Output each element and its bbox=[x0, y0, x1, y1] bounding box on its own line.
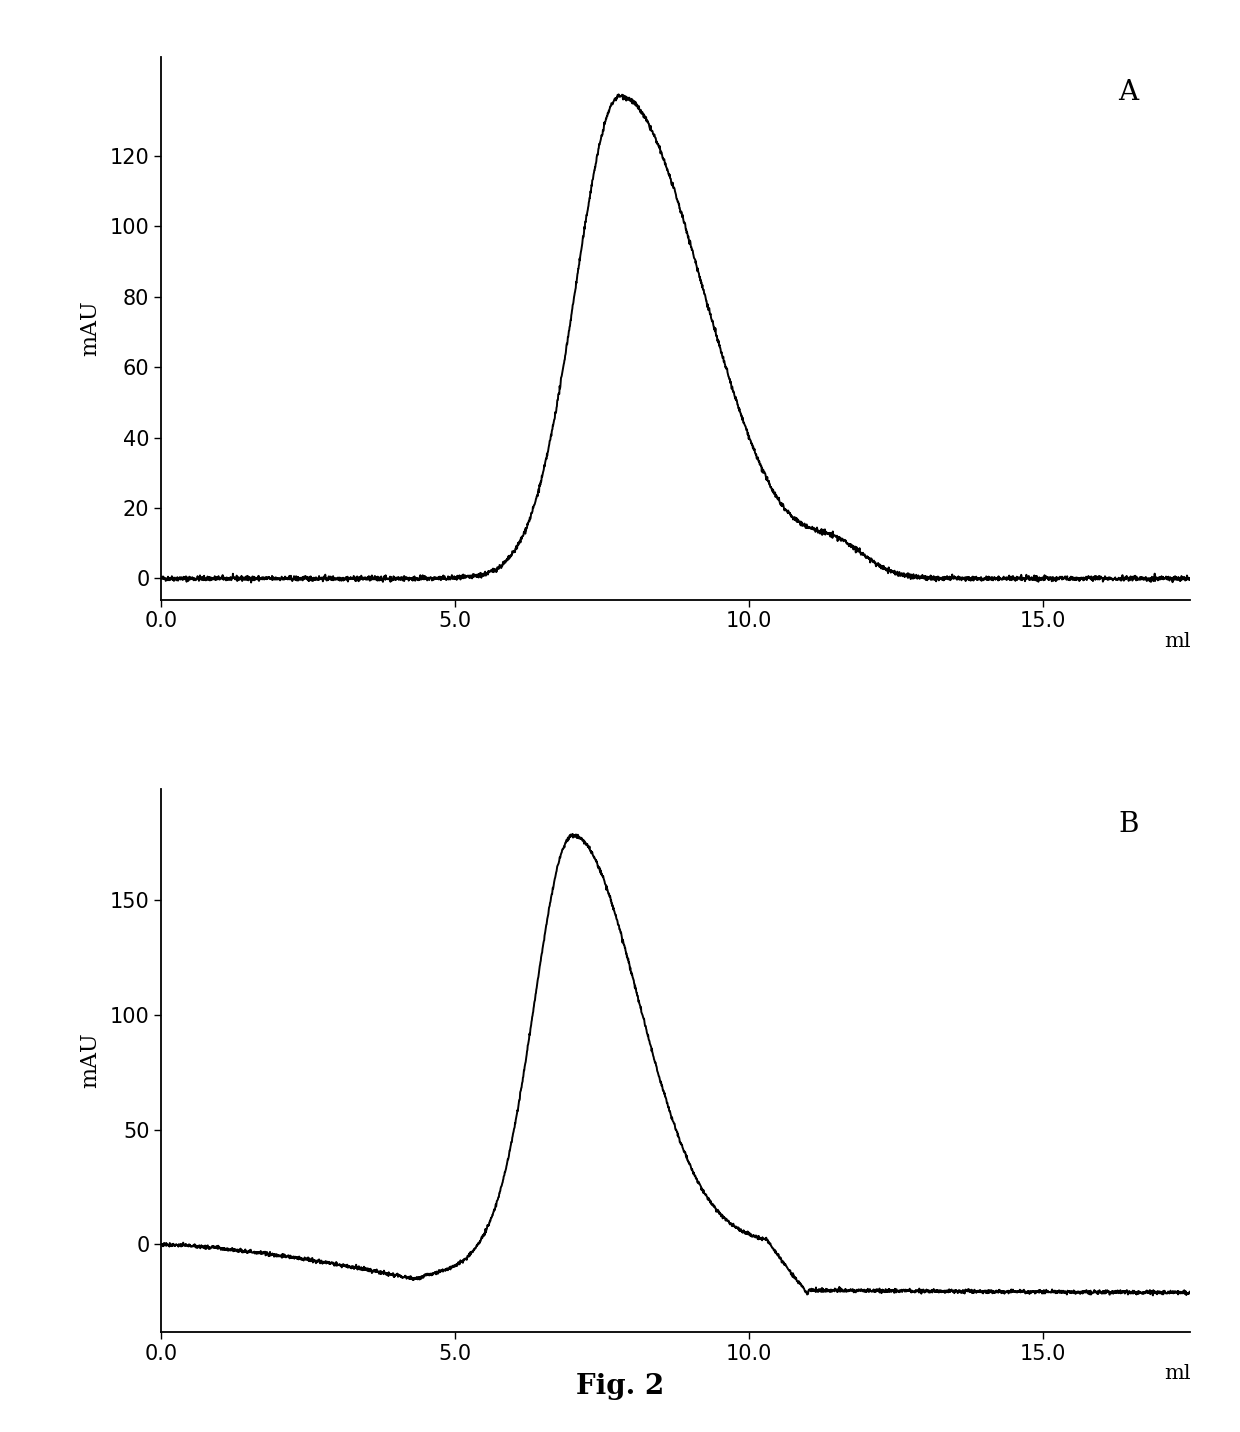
Text: A: A bbox=[1118, 79, 1138, 106]
Y-axis label: mAU: mAU bbox=[79, 301, 102, 357]
Y-axis label: mAU: mAU bbox=[79, 1032, 102, 1088]
Text: ml: ml bbox=[1164, 632, 1190, 652]
Text: B: B bbox=[1118, 811, 1138, 838]
Text: ml: ml bbox=[1164, 1365, 1190, 1383]
Text: Fig. 2: Fig. 2 bbox=[575, 1373, 665, 1400]
